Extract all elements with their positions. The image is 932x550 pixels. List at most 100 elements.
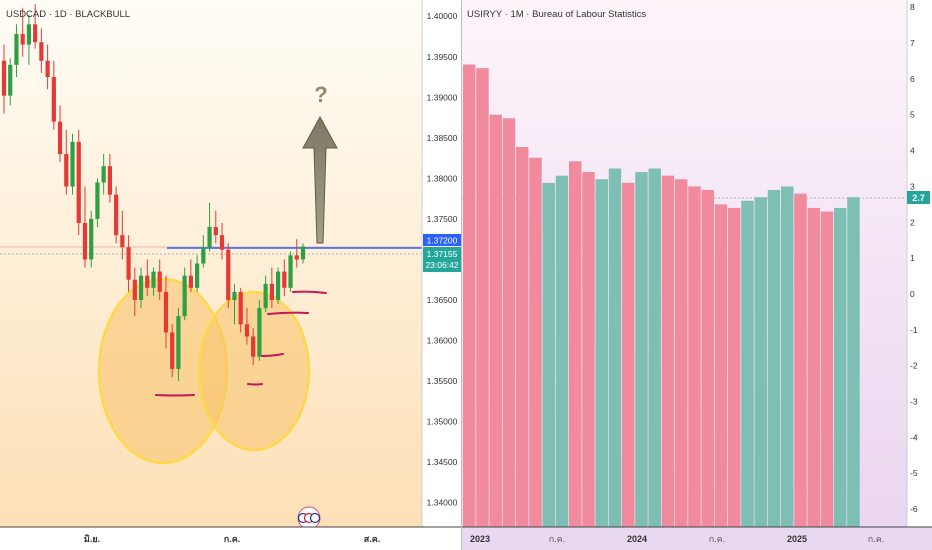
candle-body bbox=[101, 166, 106, 183]
candle bbox=[8, 58, 13, 106]
left-price-tick: 1.35500 bbox=[427, 376, 458, 386]
bar bbox=[529, 157, 542, 527]
candle bbox=[282, 259, 287, 296]
bar bbox=[595, 179, 608, 527]
up-arrow[interactable] bbox=[302, 115, 338, 244]
left-time-axis-bg bbox=[0, 527, 461, 550]
bar bbox=[754, 197, 767, 527]
right-value-tick: -5 bbox=[910, 468, 918, 478]
bar bbox=[701, 190, 714, 527]
left-price-tick: 1.34000 bbox=[427, 498, 458, 508]
right-value-tick: -1 bbox=[910, 325, 918, 335]
candle-body bbox=[213, 227, 218, 236]
left-time-axis[interactable]: มิ.ย. ก.ค. ส.ค. bbox=[0, 526, 461, 550]
candle-body bbox=[176, 316, 181, 369]
candle-body bbox=[238, 291, 243, 325]
left-price-tick: 1.39500 bbox=[427, 52, 458, 62]
left-panel: ? USDCAD · 1D · BLACKBULL bbox=[0, 0, 422, 530]
left-price-tick: 1.37500 bbox=[427, 214, 458, 224]
candle bbox=[300, 243, 306, 264]
candle bbox=[207, 202, 212, 252]
candle-body bbox=[82, 222, 88, 260]
left-time-label-1: มิ.ย. bbox=[84, 534, 100, 544]
right-value-tick: 5 bbox=[910, 110, 915, 120]
candle bbox=[1, 44, 7, 114]
left-time-label-3: ส.ค. bbox=[364, 534, 381, 544]
candle bbox=[288, 251, 293, 292]
right-time-label-6: ก.ค. bbox=[868, 534, 884, 544]
low-marker-1 bbox=[155, 394, 195, 397]
bar bbox=[569, 161, 582, 527]
right-time-label-3: 2024 bbox=[627, 534, 647, 544]
candle bbox=[201, 235, 206, 268]
left-price-axis[interactable]: 1.40000 1.39500 1.39000 1.38500 1.38000 1.375… bbox=[421, 0, 461, 550]
bar bbox=[489, 114, 502, 528]
candle bbox=[213, 210, 218, 244]
candle bbox=[157, 259, 162, 300]
candle-body bbox=[269, 283, 274, 300]
candle bbox=[39, 28, 44, 73]
candle bbox=[226, 243, 231, 309]
left-price-tick: 1.40000 bbox=[427, 11, 458, 21]
candle-body bbox=[163, 291, 169, 333]
left-plot-background bbox=[0, 0, 422, 527]
right-value-tick: -4 bbox=[910, 432, 918, 442]
right-value-tick: 7 bbox=[910, 38, 915, 48]
bar bbox=[622, 182, 635, 527]
candle-body bbox=[107, 166, 112, 195]
candle-body bbox=[182, 275, 187, 317]
last-value-badge-bg bbox=[907, 191, 930, 204]
right-time-axis[interactable]: 2023 ก.ค. 2024 ก.ค. 2025 ก.ค. bbox=[462, 526, 932, 550]
candle bbox=[257, 299, 262, 361]
candle-body bbox=[201, 247, 206, 264]
candle-body bbox=[120, 235, 125, 248]
bar bbox=[847, 197, 860, 527]
candle-body bbox=[244, 324, 250, 337]
candle-body bbox=[226, 249, 231, 300]
candle-body bbox=[51, 77, 56, 122]
candle-body bbox=[282, 271, 287, 288]
candle-body bbox=[294, 255, 299, 260]
low-marker-5 bbox=[292, 290, 327, 294]
right-value-tick: 2 bbox=[910, 217, 915, 227]
candle bbox=[275, 267, 281, 305]
candle-body bbox=[288, 255, 293, 288]
candle-body bbox=[114, 194, 119, 236]
panel-divider[interactable] bbox=[461, 0, 462, 550]
candle-body bbox=[20, 34, 25, 45]
candle bbox=[95, 178, 100, 228]
last-price-badge: 1.37155 23:06:42 bbox=[423, 247, 461, 272]
bar bbox=[542, 182, 555, 527]
candle-body bbox=[275, 271, 281, 300]
candle-body bbox=[39, 42, 44, 61]
low-marker-4 bbox=[267, 311, 309, 315]
right-value-tick: 1 bbox=[910, 253, 915, 263]
candle bbox=[244, 308, 250, 345]
candle-body bbox=[151, 271, 156, 288]
right-value-tick: 4 bbox=[910, 146, 915, 156]
candle-body bbox=[132, 279, 137, 300]
candle-body bbox=[64, 154, 69, 187]
candle bbox=[89, 210, 94, 268]
right-value-axis[interactable]: 8 7 6 5 4 3 2 1 0 -1 -2 -3 -4 -5 -6 2.7 bbox=[906, 0, 932, 550]
bar bbox=[741, 200, 754, 527]
candle bbox=[132, 267, 137, 317]
candle bbox=[219, 222, 225, 260]
candle bbox=[176, 308, 181, 382]
event-flag-icon[interactable] bbox=[297, 506, 321, 530]
bar bbox=[582, 172, 595, 527]
candle-body bbox=[45, 60, 50, 78]
bar bbox=[502, 118, 516, 527]
candle-body bbox=[14, 34, 19, 65]
left-price-tick: 1.35000 bbox=[427, 417, 458, 427]
bar bbox=[661, 175, 675, 527]
candle-body bbox=[300, 246, 306, 260]
candle bbox=[263, 275, 268, 313]
right-value-tick: -3 bbox=[910, 397, 918, 407]
candle-body bbox=[26, 24, 32, 45]
candle bbox=[294, 239, 299, 268]
candle-body bbox=[263, 283, 268, 309]
low-marker-3 bbox=[261, 353, 284, 357]
right-value-tick: -2 bbox=[910, 361, 918, 371]
highlight-circle-right bbox=[197, 290, 311, 452]
